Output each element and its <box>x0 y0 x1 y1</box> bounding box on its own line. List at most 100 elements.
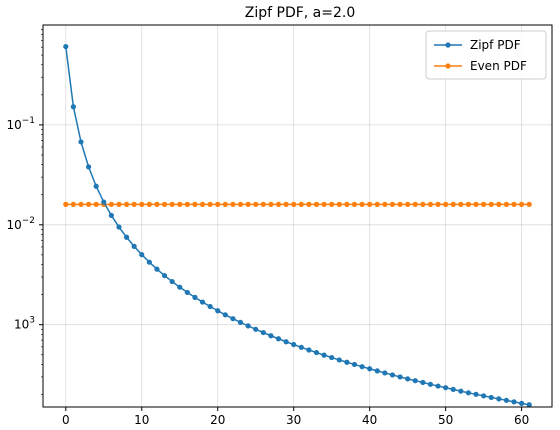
legend-label-even-pdf: Even PDF <box>470 59 527 73</box>
zipf-pdf-point <box>230 316 236 322</box>
zipf-pdf-point <box>70 104 76 110</box>
zipf-pdf-point <box>161 272 168 279</box>
zipf-pdf-point <box>389 372 396 378</box>
even-pdf-point <box>382 201 388 207</box>
zipf-pdf-point <box>207 303 213 310</box>
even-pdf-point <box>260 201 266 207</box>
zipf-pdf-point <box>283 339 289 345</box>
even-pdf-point <box>131 201 137 207</box>
zipf-pdf-point <box>169 278 175 285</box>
y-tick-label: 10−2 <box>6 216 35 232</box>
even-pdf-point <box>298 201 304 207</box>
zipf-pdf-point <box>465 390 472 396</box>
zipf-pdf-point <box>222 312 228 318</box>
even-pdf-point <box>435 201 441 207</box>
even-pdf-point <box>329 201 335 207</box>
even-pdf-point <box>123 201 130 207</box>
zipf-pdf-point <box>184 289 190 296</box>
even-pdf-point <box>215 201 221 207</box>
even-pdf-point <box>465 201 472 207</box>
zipf-pdf-point <box>367 366 373 372</box>
zipf-pdf-point <box>503 397 510 403</box>
zipf-pdf-point <box>253 326 259 332</box>
zipf-pdf-point <box>359 364 365 370</box>
even-pdf-point <box>405 201 411 207</box>
zipf-pdf-point <box>344 359 350 365</box>
even-pdf-point <box>367 201 373 207</box>
even-pdf-point <box>481 201 487 207</box>
zipf-pdf-point <box>268 333 274 339</box>
zipf-pdf-point <box>237 319 244 325</box>
zipf-pdf-point <box>154 266 160 272</box>
zipf-pdf-point <box>412 378 418 384</box>
zipf-pdf-point <box>199 299 206 305</box>
zipf-pdf-point <box>85 164 92 170</box>
even-pdf-point <box>253 201 259 207</box>
even-pdf-point <box>177 201 183 207</box>
x-tick-label: 20 <box>210 413 225 427</box>
even-pdf-point <box>427 201 434 207</box>
zipf-pdf-point <box>78 139 84 145</box>
even-pdf-point <box>184 201 190 207</box>
zipf-pdf-point <box>336 357 342 363</box>
zipf-pdf-point <box>458 388 464 394</box>
legend: Zipf PDF Even PDF <box>425 30 547 80</box>
even-pdf-point <box>443 201 449 207</box>
even-pdf-point <box>230 201 236 207</box>
even-pdf-point <box>169 201 175 207</box>
even-pdf-point <box>199 201 206 207</box>
even-pdf-point <box>93 201 99 207</box>
y-tick-label: 103 <box>14 316 35 332</box>
even-pdf-point <box>70 201 76 207</box>
zipf-pdf-point <box>313 349 320 356</box>
even-pdf-point <box>450 201 456 207</box>
even-pdf-point <box>146 201 152 207</box>
even-pdf-point <box>412 201 418 207</box>
legend-marker-zipf-pdf <box>445 42 451 48</box>
even-pdf-point <box>359 201 365 207</box>
x-tick-label: 0 <box>62 413 70 427</box>
even-pdf-point <box>245 201 251 207</box>
even-pdf-point <box>78 201 84 207</box>
zipf-pdf-point <box>291 341 297 348</box>
even-pdf-point <box>116 201 122 207</box>
even-pdf-point <box>473 201 479 207</box>
zipf-pdf-point <box>526 402 532 408</box>
even-pdf-point <box>275 201 282 207</box>
even-pdf-point <box>85 201 92 207</box>
even-pdf-point <box>139 201 145 207</box>
zipf-pdf-point <box>63 43 69 50</box>
legend-box <box>425 30 547 80</box>
even-pdf-point <box>519 201 525 207</box>
plot-frame <box>42 24 553 408</box>
zipf-pdf-point <box>131 243 137 249</box>
x-tick-label: 40 <box>362 413 377 427</box>
even-pdf-point <box>321 201 327 207</box>
zipf-pdf-point <box>275 336 282 342</box>
y-tick-label: 10−1 <box>6 116 35 132</box>
series-layer <box>63 43 532 408</box>
even-pdf-point <box>503 201 510 207</box>
legend-marker-even-pdf <box>445 63 451 69</box>
even-pdf-point <box>526 201 532 207</box>
zipf-pdf-point <box>450 386 456 393</box>
zipf-pdf-point <box>192 294 198 300</box>
even-pdf-point <box>154 201 160 207</box>
zipf-pdf-point <box>374 368 380 374</box>
even-pdf-point <box>268 201 274 207</box>
zipf-pdf-point <box>101 199 107 205</box>
even-pdf-point <box>351 201 358 207</box>
zipf-pdf-point <box>146 259 152 265</box>
zipf-pdf-point <box>321 352 327 358</box>
chart-title: Zipf PDF, a=2.0 <box>245 5 356 21</box>
even-pdf-point <box>237 201 244 207</box>
zipf-pdf-point <box>123 234 130 240</box>
zipf-pdf-point <box>435 383 441 389</box>
grid-layer <box>43 25 552 407</box>
zipf-pdf-point <box>329 354 335 361</box>
zipf-pdf-point <box>116 224 122 230</box>
zipf-pdf-point <box>351 361 358 368</box>
x-tick-label: 50 <box>438 413 453 427</box>
even-pdf-point <box>336 201 342 207</box>
